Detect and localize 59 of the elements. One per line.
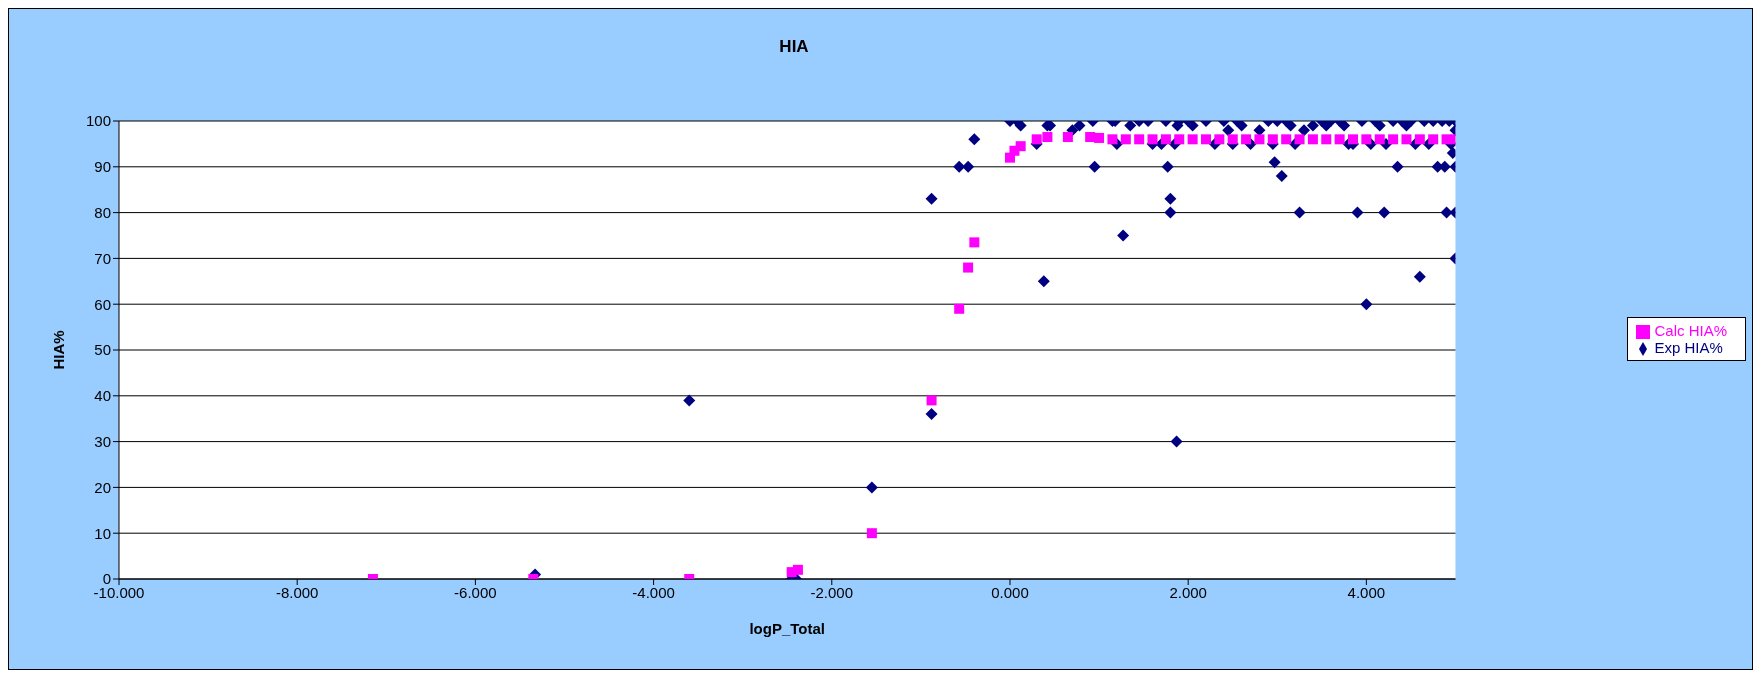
point [1267,134,1278,145]
x-tick-label: 4.000 [1347,583,1386,601]
point [1120,134,1131,145]
x-tick-label: -8.000 [275,583,319,601]
point [1015,141,1026,152]
point [1414,134,1425,145]
point [1134,134,1145,145]
point [1374,134,1385,145]
point [1428,134,1439,145]
point [954,303,965,314]
y-tick-label: 30 [94,432,111,450]
point [1401,134,1412,145]
point [1388,134,1399,145]
point [1094,132,1105,143]
x-tick-label: -4.000 [632,583,675,601]
point [1160,134,1171,145]
y-tick-label: 60 [94,295,111,313]
x-tick-label: 0.000 [991,583,1029,601]
legend-label: Calc HIA% [1654,321,1727,339]
point [926,395,937,406]
y-axis-title: HIA% [50,330,68,370]
point [1085,132,1096,143]
point [1200,134,1211,145]
point [1361,134,1372,145]
point [1254,134,1265,145]
x-axis-title: logP_Total [749,620,826,637]
point [963,262,974,273]
x-tick-label: -2.000 [810,583,854,601]
point [1031,134,1042,145]
y-tick-label: 90 [94,158,111,176]
y-tick-label: 70 [94,249,111,267]
point [1281,134,1292,145]
x-tick-label: -6.000 [454,583,497,601]
y-tick-label: 50 [94,341,111,359]
point [1307,134,1318,145]
point [792,564,803,575]
point [969,237,980,248]
point [1334,134,1345,145]
y-tick-label: 40 [94,387,111,405]
point [1187,134,1198,145]
point [866,528,877,539]
chart-title: HIA [778,37,810,57]
y-tick-label: 20 [94,478,111,496]
x-tick-label: 2.000 [1169,583,1207,601]
point [1348,134,1359,145]
point [1147,134,1158,145]
y-tick-label: 10 [94,524,111,542]
y-tick-label: 80 [94,203,111,221]
point [1214,134,1225,145]
point [1062,132,1073,143]
point [1241,134,1252,145]
legend-label: Exp HIA% [1654,339,1723,356]
point [1321,134,1332,145]
point [1042,132,1053,143]
point [1227,134,1238,145]
y-tick-label: 100 [85,112,111,130]
point [1107,134,1118,145]
point [1294,134,1305,145]
point [1174,134,1185,145]
